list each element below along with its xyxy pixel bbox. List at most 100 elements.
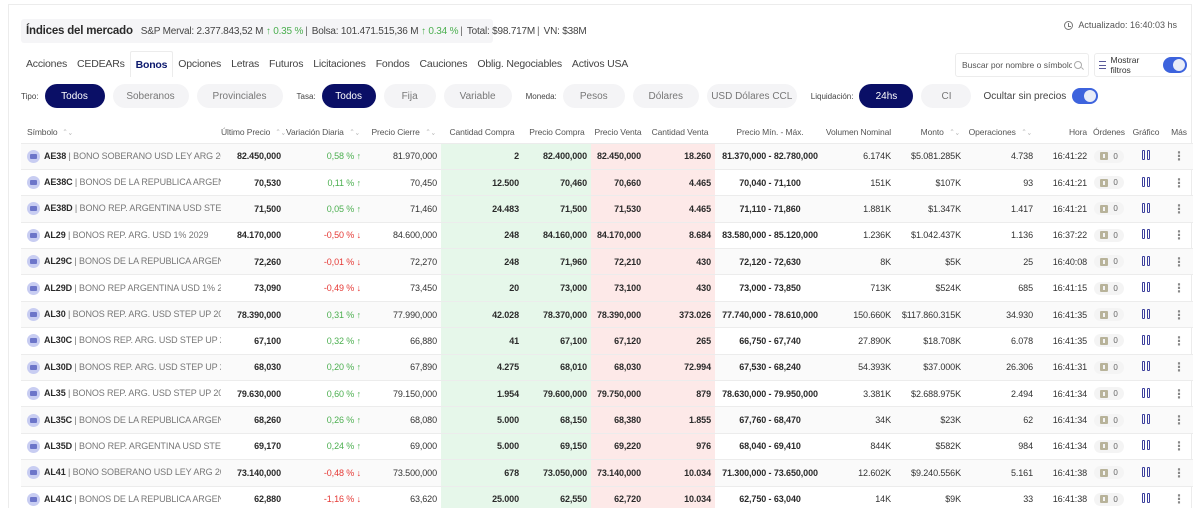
candlestick-chart-icon[interactable] <box>1142 334 1150 345</box>
sell-price[interactable]: 69,220 <box>591 433 645 461</box>
symbol-cell[interactable]: AL30D | BONOS REP. ARG. USD STEP UP 2030 <box>21 354 221 382</box>
orders-badge[interactable]: 0 <box>1094 360 1124 374</box>
buy-quantity[interactable]: 12.500 <box>441 169 523 197</box>
orders-badge[interactable]: 0 <box>1094 281 1124 295</box>
more-cell[interactable]: ⋮ <box>1165 406 1193 434</box>
buy-price[interactable]: 84.160,000 <box>523 222 591 250</box>
search-icon[interactable] <box>1074 61 1082 69</box>
table-row[interactable]: AE38C | BONOS DE LA REPUBLICA ARGENTIN..… <box>21 169 1193 197</box>
show-filters-control[interactable]: Mostrar filtros <box>1094 53 1192 77</box>
symbol-cell[interactable]: AL35D | BONO REP. ARGENTINA USD STEP UP … <box>21 433 221 461</box>
symbol-cell[interactable]: AL29D | BONO REP ARGENTINA USD 1% 2029 <box>21 274 221 302</box>
buy-quantity[interactable]: 5.000 <box>441 433 523 461</box>
table-row[interactable]: AL29 | BONOS REP. ARG. USD 1% 2029 84.17… <box>21 222 1193 250</box>
col-variacion-diaria[interactable]: Variación Diaria ⌃⌄ <box>285 121 365 144</box>
orders-cell[interactable]: 0 <box>1091 459 1127 487</box>
hide-no-price-toggle[interactable] <box>1072 88 1099 104</box>
tab-futuros[interactable]: Futuros <box>269 58 304 70</box>
candlestick-chart-icon[interactable] <box>1142 440 1150 451</box>
more-vertical-icon[interactable]: ⋮ <box>1173 492 1185 507</box>
more-cell[interactable]: ⋮ <box>1165 248 1193 276</box>
candlestick-chart-icon[interactable] <box>1142 361 1150 372</box>
tab-letras[interactable]: Letras <box>231 58 260 70</box>
tab-fondos[interactable]: Fondos <box>375 58 410 70</box>
sell-price[interactable]: 70,660 <box>591 169 645 197</box>
sell-price[interactable]: 62,720 <box>591 486 645 508</box>
sell-price[interactable]: 78.390,000 <box>591 301 645 329</box>
candlestick-chart-icon[interactable] <box>1142 414 1150 425</box>
more-vertical-icon[interactable]: ⋮ <box>1173 307 1185 322</box>
more-cell[interactable]: ⋮ <box>1165 486 1193 508</box>
buy-quantity[interactable]: 248 <box>441 248 523 276</box>
candlestick-chart-icon[interactable] <box>1142 493 1150 504</box>
symbol-cell[interactable]: AL35 | BONOS REP. ARG. USD STEP UP 2035 <box>21 380 221 408</box>
sell-price[interactable]: 72,210 <box>591 248 645 276</box>
tasa-todos-button[interactable]: Todos <box>321 84 376 108</box>
orders-badge[interactable]: 0 <box>1094 176 1124 190</box>
moneda-usd-ccl-button[interactable]: USD Dólares CCL <box>706 84 797 108</box>
orders-cell[interactable]: 0 <box>1091 380 1127 408</box>
sell-price[interactable]: 68,380 <box>591 406 645 434</box>
more-vertical-icon[interactable]: ⋮ <box>1173 386 1185 401</box>
buy-price[interactable]: 78.370,000 <box>523 301 591 329</box>
tab-obligaciones-negociables[interactable]: Oblig. Negociables <box>477 58 562 70</box>
orders-badge[interactable]: 0 <box>1094 149 1124 163</box>
buy-price[interactable]: 71,960 <box>523 248 591 276</box>
chart-cell[interactable] <box>1127 248 1165 276</box>
table-row[interactable]: AE38 | BONO SOBERANO USD LEY ARG 2038 82… <box>21 143 1193 170</box>
table-row[interactable]: AL30D | BONOS REP. ARG. USD STEP UP 2030… <box>21 354 1193 382</box>
orders-cell[interactable]: 0 <box>1091 433 1127 461</box>
buy-price[interactable]: 62,550 <box>523 486 591 508</box>
orders-badge[interactable]: 0 <box>1094 228 1124 242</box>
symbol-cell[interactable]: AL29C | BONOS DE LA REPUBLICA ARGENTIN..… <box>21 248 221 276</box>
table-row[interactable]: AL35D | BONO REP. ARGENTINA USD STEP UP … <box>21 433 1193 461</box>
buy-quantity[interactable]: 41 <box>441 327 523 355</box>
candlestick-chart-icon[interactable] <box>1142 202 1150 213</box>
sell-quantity[interactable]: 976 <box>645 433 715 461</box>
candlestick-chart-icon[interactable] <box>1142 150 1150 161</box>
more-cell[interactable]: ⋮ <box>1165 380 1193 408</box>
more-vertical-icon[interactable]: ⋮ <box>1173 201 1185 216</box>
candlestick-chart-icon[interactable] <box>1142 308 1150 319</box>
orders-cell[interactable]: 0 <box>1091 195 1127 223</box>
search-input[interactable] <box>962 60 1072 70</box>
orders-badge[interactable]: 0 <box>1094 466 1124 480</box>
buy-price[interactable]: 73.050,000 <box>523 459 591 487</box>
buy-price[interactable]: 71,500 <box>523 195 591 223</box>
chart-cell[interactable] <box>1127 195 1165 223</box>
more-cell[interactable]: ⋮ <box>1165 195 1193 223</box>
sell-quantity[interactable]: 10.034 <box>645 459 715 487</box>
symbol-cell[interactable]: AL41 | BONO SOBERANO USD LEY ARG 2041 <box>21 459 221 487</box>
buy-quantity[interactable]: 2 <box>441 143 523 170</box>
col-ultimo-precio[interactable]: Último Precio ⌃⌄ <box>221 121 286 144</box>
orders-badge[interactable]: 0 <box>1094 255 1124 269</box>
buy-quantity[interactable]: 1.954 <box>441 380 523 408</box>
more-vertical-icon[interactable]: ⋮ <box>1173 333 1185 348</box>
orders-cell[interactable]: 0 <box>1091 274 1127 302</box>
sell-price[interactable]: 73.140,000 <box>591 459 645 487</box>
tab-acciones[interactable]: Acciones <box>26 58 68 70</box>
col-precio-cierre[interactable]: Precio Cierre ⌃⌄ <box>365 121 441 144</box>
moneda-dolares-button[interactable]: Dólares <box>632 84 699 108</box>
more-cell[interactable]: ⋮ <box>1165 143 1193 170</box>
orders-cell[interactable]: 0 <box>1091 354 1127 382</box>
symbol-cell[interactable]: AL29 | BONOS REP. ARG. USD 1% 2029 <box>21 222 221 250</box>
table-row[interactable]: AL41C | BONOS DE LA REPUBLICA ARGENTIN..… <box>21 486 1193 508</box>
more-cell[interactable]: ⋮ <box>1165 222 1193 250</box>
sell-quantity[interactable]: 1.855 <box>645 406 715 434</box>
sell-price[interactable]: 68,030 <box>591 354 645 382</box>
tab-bonos[interactable]: Bonos <box>129 51 174 77</box>
table-row[interactable]: AL30 | BONOS REP. ARG. USD STEP UP 2030 … <box>21 301 1193 329</box>
buy-price[interactable]: 79.600,000 <box>523 380 591 408</box>
orders-badge[interactable]: 0 <box>1094 439 1124 453</box>
sell-price[interactable]: 79.750,000 <box>591 380 645 408</box>
chart-cell[interactable] <box>1127 354 1165 382</box>
buy-quantity[interactable]: 24.483 <box>441 195 523 223</box>
more-cell[interactable]: ⋮ <box>1165 274 1193 302</box>
table-row[interactable]: AL41 | BONO SOBERANO USD LEY ARG 2041 73… <box>21 459 1193 487</box>
buy-quantity[interactable]: 5.000 <box>441 406 523 434</box>
symbol-cell[interactable]: AE38C | BONOS DE LA REPUBLICA ARGENTIN..… <box>21 169 221 197</box>
orders-cell[interactable]: 0 <box>1091 169 1127 197</box>
orders-badge[interactable]: 0 <box>1094 308 1124 322</box>
more-vertical-icon[interactable]: ⋮ <box>1173 413 1185 428</box>
